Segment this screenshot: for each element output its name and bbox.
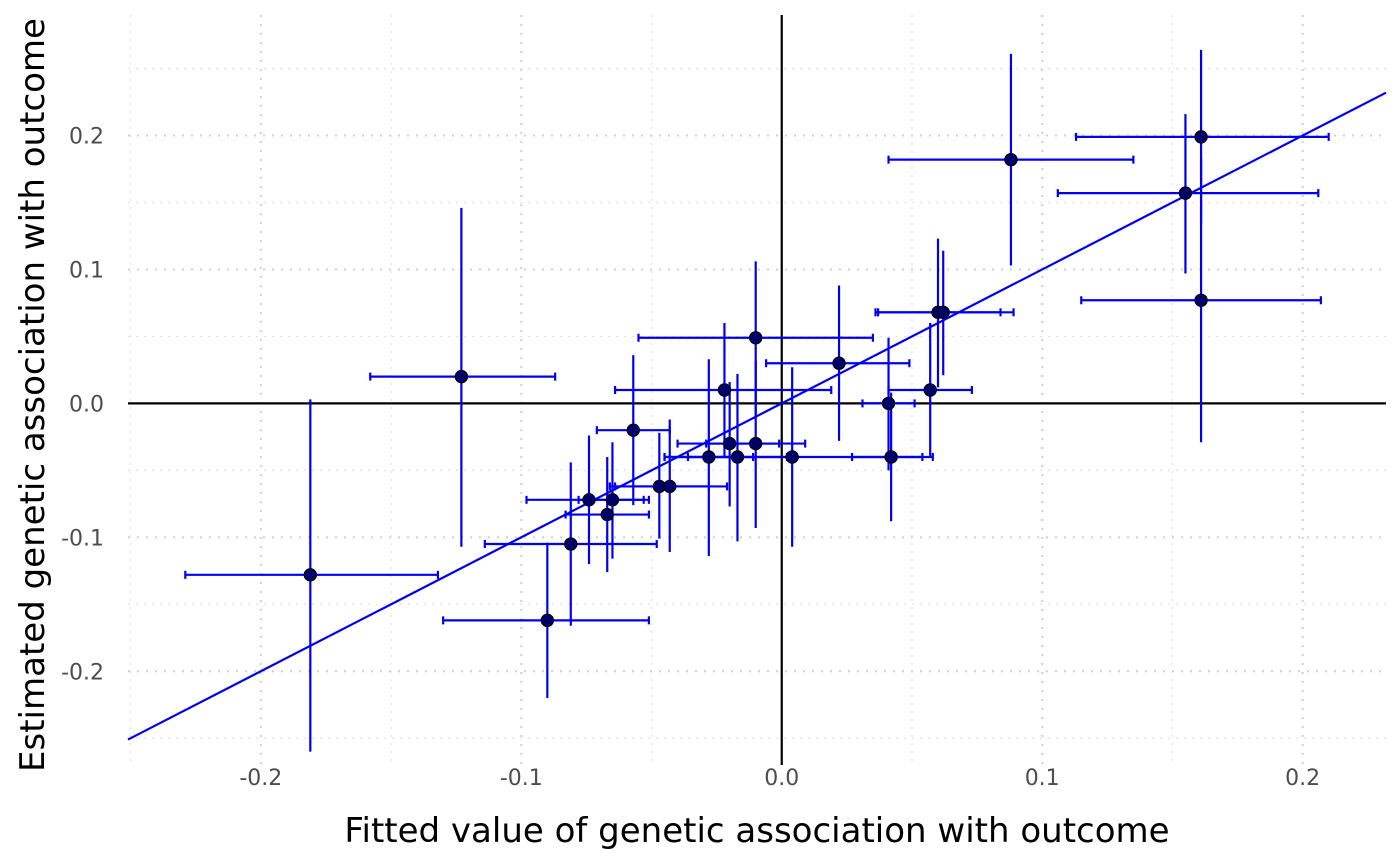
fit-line xyxy=(127,91,1387,741)
data-point xyxy=(564,537,578,551)
data-point xyxy=(303,568,318,582)
data-point xyxy=(881,396,896,411)
y-tick-labels: -0.2 -0.1 0.0 0.1 0.2 xyxy=(61,125,104,686)
data-point xyxy=(884,450,898,464)
data-point xyxy=(785,450,799,464)
data-point xyxy=(540,613,555,628)
data-point xyxy=(1178,186,1193,200)
data-point xyxy=(454,369,469,384)
data-point xyxy=(730,450,745,464)
data-point xyxy=(722,436,737,451)
y-tick-label: 0.1 xyxy=(69,258,104,283)
data-point xyxy=(600,507,614,522)
y-tick-label: -0.2 xyxy=(61,660,104,685)
data-point xyxy=(605,493,620,507)
data-point xyxy=(663,479,677,494)
error-bars xyxy=(184,49,1330,752)
data-point xyxy=(1194,130,1208,144)
data-point xyxy=(936,305,950,320)
data-point xyxy=(748,331,763,345)
x-tick-label: 0.1 xyxy=(1025,766,1060,791)
y-axis-title: Estimated genetic association with outco… xyxy=(13,18,53,772)
x-tick-label: -0.1 xyxy=(500,766,543,791)
x-tick-labels: -0.2 -0.1 0.0 0.1 0.2 xyxy=(239,766,1320,791)
data-point xyxy=(717,383,732,397)
data-point xyxy=(1194,293,1208,307)
fit-line-group xyxy=(127,91,1387,741)
y-tick-label: 0.2 xyxy=(69,125,104,150)
x-tick-label: -0.2 xyxy=(239,766,282,791)
data-point xyxy=(702,450,716,464)
x-tick-label: 0.2 xyxy=(1285,766,1320,791)
y-tick-label: 0.0 xyxy=(69,392,104,417)
data-point xyxy=(748,436,763,451)
data-point xyxy=(626,423,640,437)
minor-grid xyxy=(128,15,1386,765)
data-point xyxy=(1004,152,1018,167)
data-point xyxy=(832,356,846,370)
x-axis-title: Fitted value of genetic association with… xyxy=(344,811,1169,851)
data-point xyxy=(582,493,596,507)
data-points xyxy=(303,130,1208,628)
y-tick-label: -0.1 xyxy=(61,526,104,551)
data-point xyxy=(923,383,937,397)
x-tick-label: 0.0 xyxy=(764,766,799,791)
